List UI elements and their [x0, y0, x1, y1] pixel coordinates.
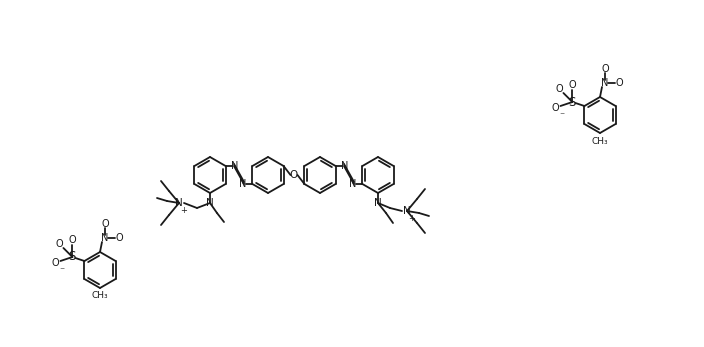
Text: O: O [290, 170, 298, 180]
Text: O: O [56, 239, 63, 249]
Text: ⁻: ⁻ [59, 266, 64, 276]
Text: N: N [101, 233, 108, 243]
Text: O: O [569, 80, 577, 90]
Text: S: S [69, 251, 76, 263]
Text: N: N [403, 206, 411, 216]
Text: O: O [51, 258, 59, 268]
Text: N: N [239, 179, 246, 189]
Text: O: O [552, 103, 559, 113]
Text: N: N [341, 161, 348, 171]
Text: CH₃: CH₃ [92, 291, 108, 301]
Text: O: O [115, 233, 122, 243]
Text: N: N [232, 161, 239, 171]
Text: O: O [68, 235, 76, 245]
Text: S: S [569, 95, 576, 109]
Text: +: + [408, 213, 415, 222]
Text: O: O [615, 78, 623, 88]
Text: N: N [374, 198, 382, 208]
Text: +: + [180, 205, 187, 214]
Text: CH₃: CH₃ [591, 136, 608, 145]
Text: O: O [101, 219, 109, 229]
Text: N: N [175, 198, 183, 208]
Text: N: N [206, 198, 214, 208]
Text: N: N [601, 78, 609, 88]
Text: O: O [555, 84, 563, 94]
Text: O: O [601, 64, 609, 74]
Text: N: N [349, 179, 357, 189]
Text: ⁻: ⁻ [559, 111, 564, 121]
